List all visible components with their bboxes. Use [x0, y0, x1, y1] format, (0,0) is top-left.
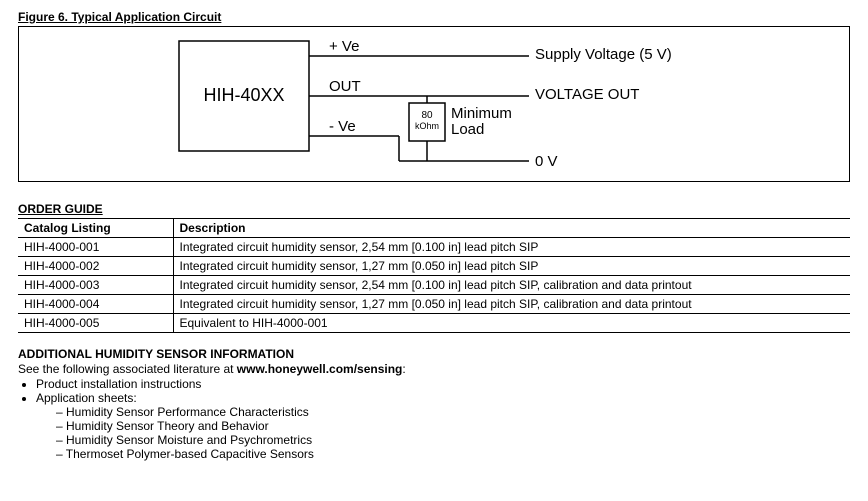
- order-guide-heading: ORDER GUIDE: [18, 202, 850, 216]
- col-description: Description: [173, 219, 850, 238]
- circuit-diagram: HIH-40XX + Ve OUT - Ve Supply Voltage (5…: [19, 31, 847, 171]
- intro-link-text: www.honeywell.com/sensing: [237, 362, 403, 376]
- cell-cat: HIH-4000-003: [18, 276, 173, 295]
- info-dashes: Humidity Sensor Performance Characterist…: [46, 405, 850, 461]
- resistor-value: 80: [421, 110, 433, 121]
- cell-desc: Integrated circuit humidity sensor, 2,54…: [173, 276, 850, 295]
- pin-bot-label: - Ve: [329, 118, 356, 135]
- additional-info-heading: ADDITIONAL HUMIDITY SENSOR INFORMATION: [18, 347, 850, 361]
- pin-top-label: + Ve: [329, 38, 359, 55]
- cell-desc: Integrated circuit humidity sensor, 1,27…: [173, 257, 850, 276]
- cell-desc: Equivalent to HIH-4000-001: [173, 314, 850, 333]
- cell-desc: Integrated circuit humidity sensor, 2,54…: [173, 238, 850, 257]
- table-row: HIH-4000-001Integrated circuit humidity …: [18, 238, 850, 257]
- table-header-row: Catalog Listing Description: [18, 219, 850, 238]
- resistor-unit: kOhm: [415, 121, 439, 131]
- cell-desc: Integrated circuit humidity sensor, 1,27…: [173, 295, 850, 314]
- sig-bot-label: 0 V: [535, 153, 558, 170]
- cell-cat: HIH-4000-001: [18, 238, 173, 257]
- cell-cat: HIH-4000-005: [18, 314, 173, 333]
- col-catalog: Catalog Listing: [18, 219, 173, 238]
- cell-cat: HIH-4000-002: [18, 257, 173, 276]
- pin-mid-label: OUT: [329, 78, 361, 95]
- list-item: Product installation instructions: [36, 377, 850, 391]
- min-load-2: Load: [451, 121, 484, 138]
- additional-info-intro: See the following associated literature …: [18, 362, 850, 376]
- intro-pre: See the following associated literature …: [18, 362, 237, 376]
- figure-box: HIH-40XX + Ve OUT - Ve Supply Voltage (5…: [18, 26, 850, 182]
- sig-mid-label: VOLTAGE OUT: [535, 86, 639, 103]
- table-row: HIH-4000-005Equivalent to HIH-4000-001: [18, 314, 850, 333]
- intro-post: :: [402, 362, 405, 376]
- chip-label: HIH-40XX: [203, 85, 284, 105]
- list-item: Humidity Sensor Moisture and Psychrometr…: [56, 433, 850, 447]
- cell-cat: HIH-4000-004: [18, 295, 173, 314]
- min-load-1: Minimum: [451, 105, 512, 122]
- list-item-label: Application sheets:: [36, 391, 137, 405]
- list-item: Humidity Sensor Performance Characterist…: [56, 405, 850, 419]
- table-row: HIH-4000-004Integrated circuit humidity …: [18, 295, 850, 314]
- order-guide-table: Catalog Listing Description HIH-4000-001…: [18, 218, 850, 333]
- info-bullets: Product installation instructions Applic…: [22, 377, 850, 461]
- figure-title: Figure 6. Typical Application Circuit: [18, 10, 850, 24]
- sig-top-label: Supply Voltage (5 V): [535, 46, 672, 63]
- table-row: HIH-4000-002Integrated circuit humidity …: [18, 257, 850, 276]
- table-row: HIH-4000-003Integrated circuit humidity …: [18, 276, 850, 295]
- list-item: Thermoset Polymer-based Capacitive Senso…: [56, 447, 850, 461]
- list-item: Humidity Sensor Theory and Behavior: [56, 419, 850, 433]
- list-item: Application sheets: Humidity Sensor Perf…: [36, 391, 850, 461]
